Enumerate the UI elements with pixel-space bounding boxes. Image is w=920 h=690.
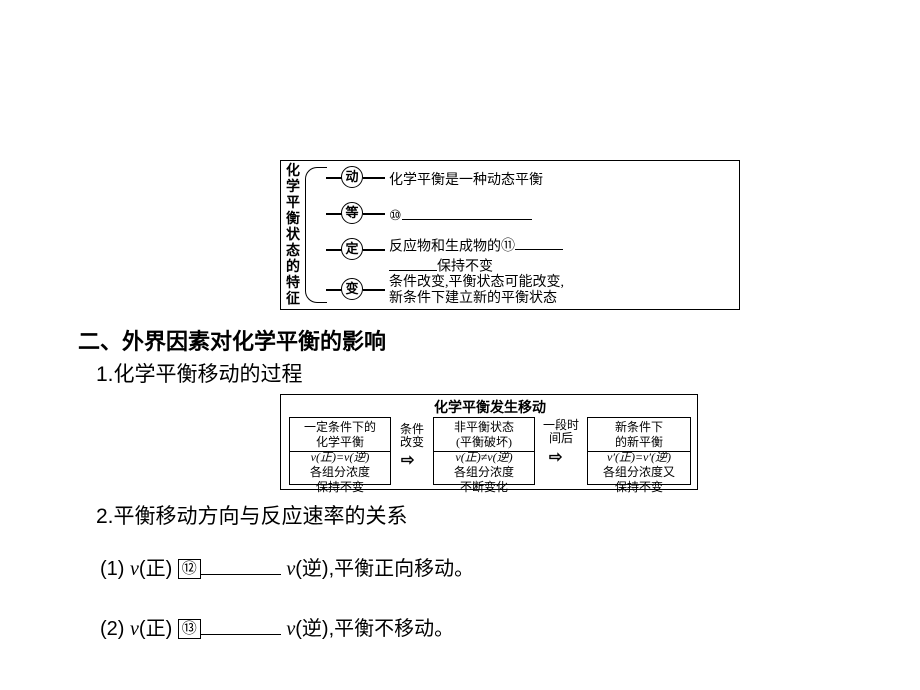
badge-dong: 动 <box>341 166 363 188</box>
blank-line <box>515 235 563 250</box>
diag2-box1: 一定条件下的 化学平衡 v(正)=v(逆) 各组分浓度 保持不变 <box>289 417 391 485</box>
box3-l3: v′(正)=v′(逆) <box>588 450 690 465</box>
diag1-row3: 反应物和生成物的⑪ 保持不变 <box>389 235 649 276</box>
line1-pre: (1) <box>100 558 124 580</box>
v-symbol: v <box>130 558 139 580</box>
box1-l1: 一定条件下的 <box>290 420 390 435</box>
arrow-icon: ⇨ <box>401 450 414 470</box>
subheading-2: 2.平衡移动方向与反应速率的关系 <box>96 500 408 530</box>
connector-line <box>363 289 385 291</box>
connector-line <box>326 213 342 215</box>
box1-l3: v(正)=v(逆) <box>290 450 390 465</box>
badge-ding: 定 <box>341 238 363 260</box>
diag1-row4: 条件改变,平衡状态可能改变, 新条件下建立新的平衡状态 <box>389 275 564 307</box>
circled-number-13: ⑬ <box>178 619 201 639</box>
divider-line <box>588 451 690 452</box>
box3-l2: 的新平衡 <box>588 435 690 450</box>
arrow1-label: 条件 改变 <box>395 423 429 449</box>
diag1-row4-l2: 新条件下建立新的平衡状态 <box>389 291 557 306</box>
connector-line <box>363 213 385 215</box>
arrow-icon: ⇨ <box>549 447 562 467</box>
zheng-label: (正) <box>139 558 172 580</box>
arrow1-top: 条件 <box>400 422 424 436</box>
diag2-box2: 非平衡状态 (平衡破坏) v(正)≠v(逆) 各组分浓度 不断变化 <box>433 417 535 485</box>
diag2-box3: 新条件下 的新平衡 v′(正)=v′(逆) 各组分浓度又 保持不变 <box>587 417 691 485</box>
diag1-row1: 化学平衡是一种动态平衡 <box>389 169 543 189</box>
diag1-row3-pre: 反应物和生成物的 <box>389 239 501 254</box>
box2-l4: 各组分浓度 <box>434 465 534 480</box>
box1-l2: 化学平衡 <box>290 435 390 450</box>
box2-l3: v(正)≠v(逆) <box>434 450 534 465</box>
v-symbol: v <box>286 618 295 640</box>
section-2-heading: 二、外界因素对化学平衡的影响 <box>78 324 386 356</box>
blank-line <box>201 613 281 635</box>
diagram-equilibrium-shift: 化学平衡发生移动 一定条件下的 化学平衡 v(正)=v(逆) 各组分浓度 保持不… <box>280 394 698 490</box>
bracket-icon <box>305 167 327 303</box>
connector-line <box>363 177 385 179</box>
circled-number-11: ⑪ <box>501 235 515 255</box>
ni-label: (逆) <box>295 618 328 640</box>
box1-l5: 保持不变 <box>290 480 390 495</box>
connector-line <box>326 249 342 251</box>
arrow2-top: 一段时 <box>543 418 579 432</box>
badge-bian: 变 <box>341 278 363 300</box>
box3-l5: 保持不变 <box>588 480 690 495</box>
diag1-row2: ⑩ <box>389 205 532 225</box>
box3-l1: 新条件下 <box>588 420 690 435</box>
connector-line <box>326 289 342 291</box>
fill-line-1: (1) v(正) ⑫ v(逆),平衡正向移动。 <box>100 552 474 581</box>
diagram1-vertical-title: 化学平衡状态的特征 <box>284 164 302 308</box>
line2-pre: (2) <box>100 618 124 640</box>
arrow2-label: 一段时 间后 <box>539 419 583 445</box>
slide: 化学平衡状态的特征 动 等 定 变 化学平衡是一种动态平衡 ⑩ 反应物和生成物的… <box>0 0 920 690</box>
arrow1-bot: 改变 <box>400 435 424 449</box>
diag1-row3-line2: 保持不变 <box>437 260 493 275</box>
box1-l4: 各组分浓度 <box>290 465 390 480</box>
zheng-label: (正) <box>139 618 172 640</box>
ni-label: (逆) <box>295 558 328 580</box>
badge-deng: 等 <box>341 202 363 224</box>
box2-l1: 非平衡状态 <box>434 420 534 435</box>
arrow2-bot: 间后 <box>549 431 573 445</box>
diag1-row4-l1: 条件改变,平衡状态可能改变, <box>389 275 564 290</box>
diagram-characteristics: 化学平衡状态的特征 动 等 定 变 化学平衡是一种动态平衡 ⑩ 反应物和生成物的… <box>280 160 740 310</box>
blank-line <box>389 255 437 270</box>
circled-number-10: ⑩ <box>389 207 402 224</box>
line2-tail: ,平衡不移动。 <box>329 618 455 640</box>
connector-line <box>326 177 342 179</box>
divider-line <box>434 451 534 452</box>
circled-number-12: ⑫ <box>178 559 201 579</box>
box2-l5: 不断变化 <box>434 480 534 495</box>
line1-tail: ,平衡正向移动。 <box>329 558 475 580</box>
v-symbol: v <box>286 558 295 580</box>
connector-line <box>363 249 385 251</box>
box2-l2: (平衡破坏) <box>434 435 534 450</box>
fill-line-2: (2) v(正) ⑬ v(逆),平衡不移动。 <box>100 612 454 641</box>
box3-l4: 各组分浓度又 <box>588 465 690 480</box>
blank-line <box>402 205 532 220</box>
subheading-1: 1.化学平衡移动的过程 <box>96 358 303 388</box>
blank-line <box>201 553 281 575</box>
diag2-title: 化学平衡发生移动 <box>281 397 699 417</box>
v-symbol: v <box>130 618 139 640</box>
divider-line <box>290 451 390 452</box>
